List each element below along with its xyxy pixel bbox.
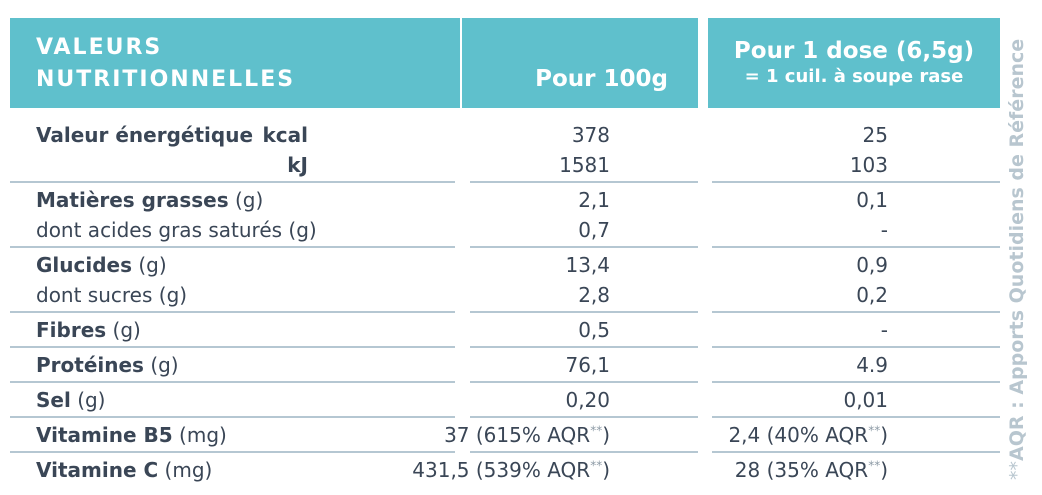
label-unit: (g) <box>150 353 179 377</box>
label-unit: (mg) <box>179 423 227 447</box>
row-separator <box>470 311 698 313</box>
row-separator <box>10 311 455 313</box>
value-cell: 0,1 <box>856 188 888 212</box>
label-bold: Vitamine B5 <box>36 423 173 447</box>
row-label: Protéines (g) <box>36 350 179 380</box>
row-separator <box>712 181 1000 183</box>
row-separator <box>470 381 698 383</box>
value-cell: - <box>880 218 888 242</box>
value-cell: 37 (615% AQR**) <box>444 420 610 450</box>
row-label: Sel (g) <box>36 385 106 415</box>
row-separator <box>470 246 698 248</box>
row-separator <box>712 416 1000 418</box>
value-cell: 2,8 <box>578 283 610 307</box>
row-separator <box>470 181 698 183</box>
row-separator <box>712 346 1000 348</box>
label-bold: Vitamine C <box>36 458 159 482</box>
value-text: 37 (615% AQR <box>444 423 591 447</box>
value-cell: 4.9 <box>856 353 888 377</box>
label-unit: dont acides gras saturés (g) <box>36 218 317 242</box>
label-bold: Glucides <box>36 253 133 277</box>
label-unit: (g) <box>235 188 264 212</box>
value-footnote-mark: ** <box>868 423 881 438</box>
label-bold: Protéines <box>36 353 144 377</box>
row-separator <box>10 181 455 183</box>
header-cell: VALEURS NUTRITIONNELLES <box>10 18 460 108</box>
value-cell: 25 <box>862 123 888 147</box>
title-line: NUTRITIONNELLES <box>36 67 296 92</box>
value-cell: 0,5 <box>578 318 610 342</box>
header-cell: Pour 100g <box>462 18 698 108</box>
value-cell: 2,4 (40% AQR**) <box>728 420 888 450</box>
value-cell: 431,5 (539% AQR**) <box>412 455 610 485</box>
row-separator <box>712 311 1000 313</box>
value-cell: 0,2 <box>856 283 888 307</box>
row-label: Vitamine B5 (mg) <box>36 420 227 450</box>
value-footnote-mark: ** <box>590 458 603 473</box>
value-footnote-mark: ** <box>590 423 603 438</box>
row-label: Glucides (g) <box>36 250 167 280</box>
value-cell: 0,9 <box>856 253 888 277</box>
row-separator <box>10 346 455 348</box>
value-cell: - <box>880 318 888 342</box>
label-bold: Matières grasses <box>36 188 229 212</box>
label-unit: (mg) <box>164 458 213 482</box>
column-header: Pour 100g <box>535 66 668 92</box>
label-bold: Fibres <box>36 318 107 342</box>
value-text: 2,4 (40% AQR <box>728 423 869 447</box>
value-cell: 76,1 <box>565 353 610 377</box>
value-text: ) <box>880 423 888 447</box>
value-text: ) <box>880 458 888 482</box>
row-separator <box>10 246 455 248</box>
value-cell: 28 (35% AQR**) <box>735 455 888 485</box>
value-text: 28 (35% AQR <box>734 458 869 482</box>
value-footnote-mark: ** <box>868 458 881 473</box>
row-label: Valeur énergétique <box>36 120 253 150</box>
value-text: ) <box>602 423 610 447</box>
header-cell: Pour 1 dose (6,5g) = 1 cuil. à soupe ras… <box>708 18 1000 108</box>
energy-unit: kcal <box>262 123 308 147</box>
row-label: Matières grasses (g) <box>36 185 263 215</box>
label-bold: Sel <box>36 388 71 412</box>
value-cell: 13,4 <box>565 253 610 277</box>
footnote: **AQR : Apports Quotidiens de Référence <box>1006 18 1036 480</box>
value-cell: 1581 <box>559 153 610 177</box>
column-subheader: = 1 cuil. à soupe rase <box>744 66 964 87</box>
row-label: dont acides gras saturés (g) <box>36 215 317 245</box>
title-line: VALEURS <box>36 35 163 60</box>
row-separator <box>470 451 698 453</box>
row-label: dont sucres (g) <box>36 280 187 310</box>
value-cell: 2,1 <box>578 188 610 212</box>
row-separator <box>712 246 1000 248</box>
value-cell: 103 <box>849 153 888 177</box>
row-separator <box>712 381 1000 383</box>
label-unit: dont sucres (g) <box>36 283 188 307</box>
value-text: ) <box>602 458 610 482</box>
row-separator <box>470 416 698 418</box>
footnote-mark: ** <box>1006 461 1028 480</box>
header-title: VALEURS NUTRITIONNELLES <box>36 32 295 96</box>
label-unit: (g) <box>77 388 106 412</box>
row-separator <box>10 416 455 418</box>
row-separator <box>712 451 1000 453</box>
row-label: Vitamine C (mg) <box>36 455 212 485</box>
label-unit: (g) <box>138 253 167 277</box>
row-separator <box>10 381 455 383</box>
row-separator <box>470 346 698 348</box>
value-cell: 0,7 <box>578 218 610 242</box>
row-label: Fibres (g) <box>36 315 141 345</box>
value-text: 431,5 (539% AQR <box>412 458 591 482</box>
value-cell: 0,20 <box>565 388 610 412</box>
label-bold: Valeur énergétique <box>36 123 254 147</box>
footnote-text: AQR : Apports Quotidiens de Référence <box>1006 38 1028 461</box>
value-cell: 0,01 <box>843 388 888 412</box>
energy-unit: kJ <box>287 153 308 177</box>
column-header: Pour 1 dose (6,5g) <box>733 38 975 64</box>
label-unit: (g) <box>112 318 141 342</box>
value-cell: 378 <box>571 123 610 147</box>
row-separator <box>10 451 455 453</box>
